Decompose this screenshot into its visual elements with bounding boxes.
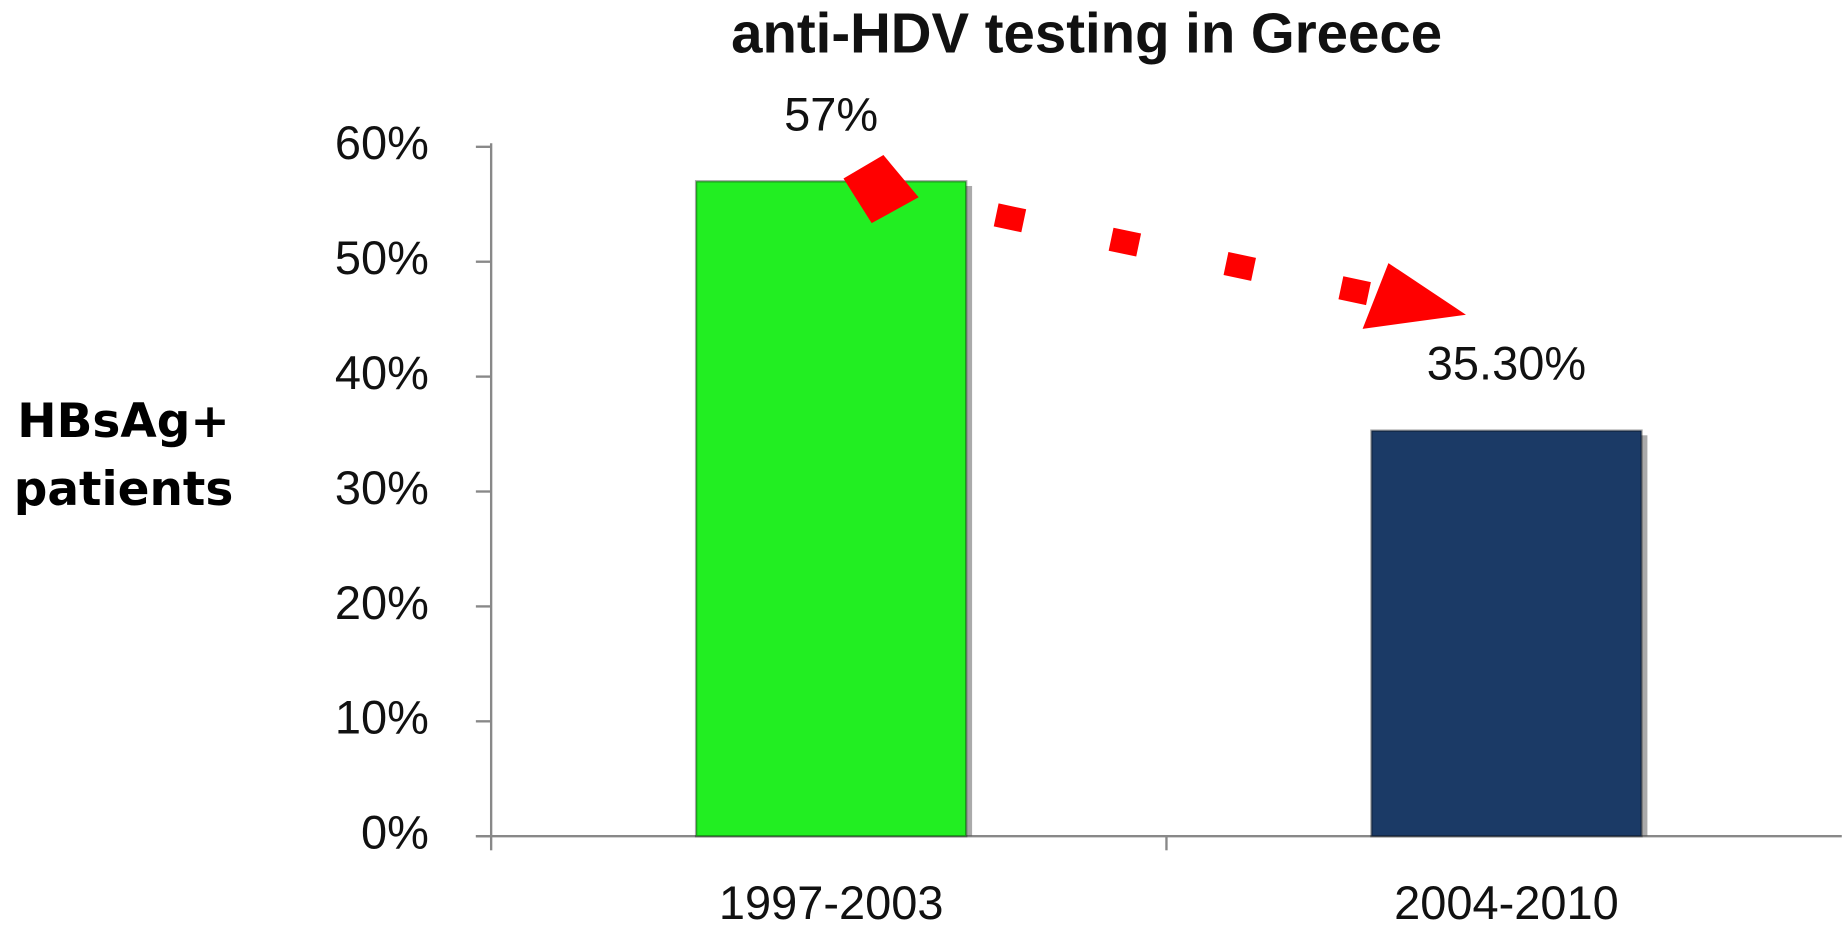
y-tick-label: 50% (335, 231, 429, 284)
bar (694, 180, 968, 838)
y-axis-label: HBsAg+ patients (13, 394, 234, 517)
value-label: 35.30% (1427, 337, 1586, 390)
y-tick-label: 20% (335, 576, 429, 629)
y-tick-label: 10% (335, 691, 429, 744)
x-tick-label: 2004-2010 (1394, 876, 1619, 929)
y-tick-label: 30% (335, 461, 429, 514)
y-tick-label: 0% (361, 806, 429, 859)
y-tick-label: 40% (335, 346, 429, 399)
chart-title: anti-HDV testing in Greece (731, 1, 1442, 64)
value-label: 57% (784, 87, 878, 140)
trend-arrow (843, 155, 1466, 329)
x-tick-label: 1997-2003 (719, 876, 944, 929)
arrow-dashes (993, 203, 1371, 306)
arrow-head (1362, 263, 1466, 329)
y-axis-label-box: HBsAg+ patients (13, 394, 234, 517)
y-tick-label: 60% (335, 116, 429, 169)
arrow-dash (843, 155, 919, 224)
bar (1370, 429, 1643, 838)
